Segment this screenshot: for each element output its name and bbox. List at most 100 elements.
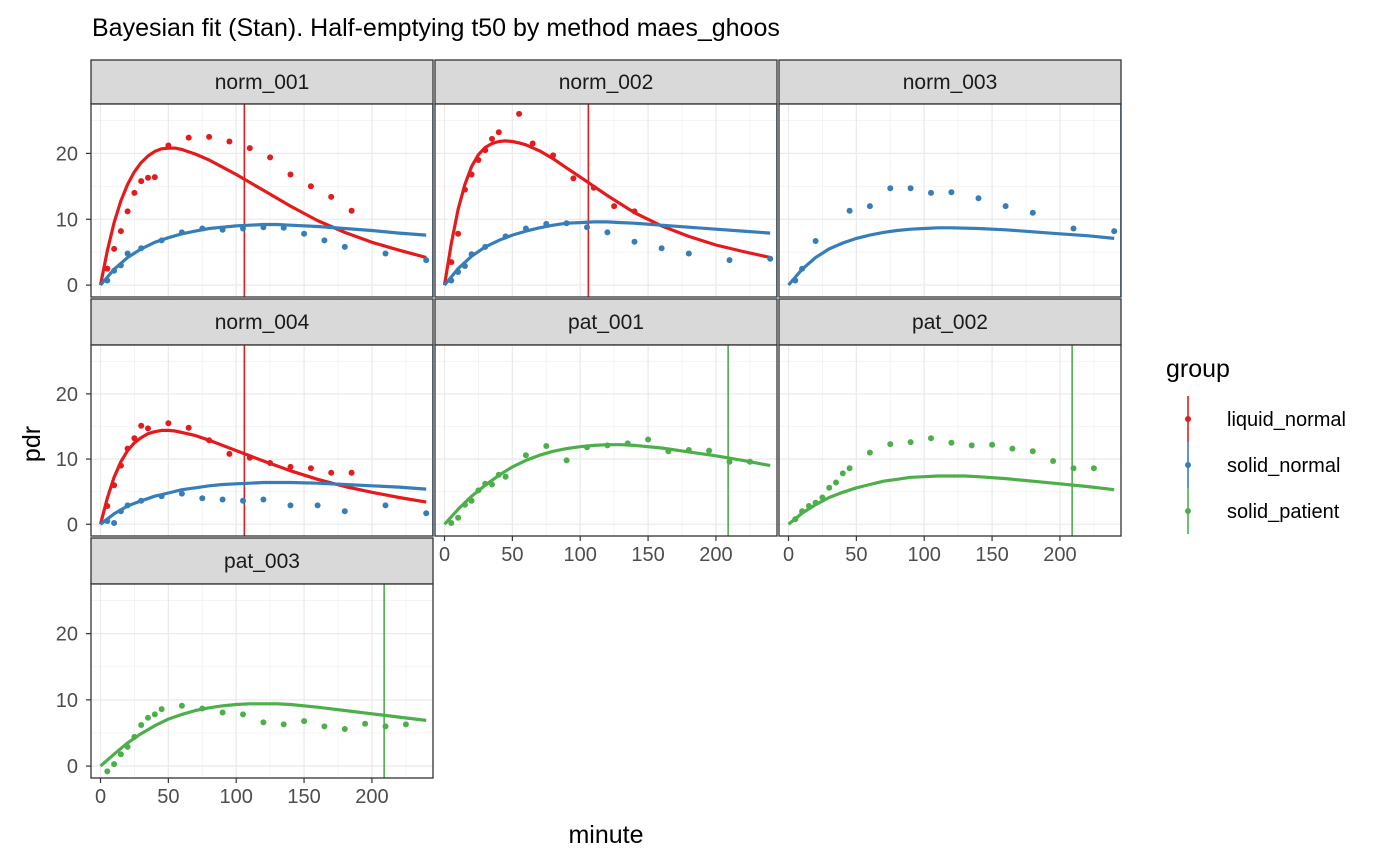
data-point-solid_patient	[219, 709, 226, 716]
data-point-liquid_normal	[590, 184, 597, 191]
data-point-solid_normal	[792, 277, 799, 284]
legend-item-solid_patient: solid_patient	[1185, 488, 1340, 534]
gridlines	[779, 345, 1121, 536]
data-point-liquid_normal	[226, 450, 233, 457]
data-point-solid_patient	[468, 497, 475, 504]
data-point-solid_normal	[1111, 228, 1118, 235]
facet-panel-norm_001: norm_001 0 10 20	[56, 59, 434, 298]
data-point-solid_normal	[138, 497, 145, 504]
data-point-liquid_normal	[489, 135, 495, 142]
x-tick-label: 50	[501, 544, 523, 566]
panel-content	[787, 104, 1121, 297]
data-point-solid_patient	[563, 457, 570, 464]
x-tick-label: 100	[908, 544, 941, 566]
data-point-solid_patient	[448, 520, 455, 526]
data-point-liquid_normal	[455, 230, 462, 237]
data-point-solid_patient	[792, 516, 799, 523]
gridlines	[435, 104, 777, 297]
data-point-solid_normal	[240, 497, 246, 504]
data-point-solid_normal	[382, 502, 389, 509]
data-point-liquid_normal	[226, 138, 233, 145]
data-point-solid_normal	[1002, 203, 1009, 210]
legend-key-point	[1185, 416, 1191, 422]
x-tick-label: 200	[1043, 544, 1076, 566]
facet-strip	[90, 298, 434, 346]
data-point-solid_normal	[658, 245, 665, 252]
data-point-solid_normal	[117, 262, 124, 269]
plot-panel	[91, 104, 433, 297]
data-point-liquid_normal	[165, 420, 172, 427]
data-point-liquid_normal	[328, 193, 335, 200]
data-point-solid_normal	[543, 220, 550, 227]
data-point-solid_patient	[907, 439, 914, 446]
data-point-solid_patient	[301, 718, 308, 725]
data-point-solid_patient	[145, 714, 151, 721]
data-point-solid_patient	[685, 447, 692, 453]
data-point-solid_normal	[563, 220, 570, 227]
data-point-solid_normal	[219, 496, 226, 503]
data-point-solid_patient	[799, 508, 806, 515]
data-point-solid_normal	[199, 225, 206, 232]
data-point-solid_patient	[260, 719, 267, 726]
facet-strip	[434, 59, 778, 105]
y-tick-label: 0	[67, 756, 78, 778]
legend: group liquid_normal solid_normal solid_pat…	[1166, 355, 1346, 534]
data-point-solid_normal	[341, 243, 348, 250]
facet-strip	[778, 59, 1122, 105]
facet-panels: norm_001 0 10 20 norm_002 norm_003 norm_004 0 10…	[56, 59, 1122, 808]
data-point-solid_patient	[124, 743, 131, 750]
fit-curve-solid_normal	[787, 226, 1115, 287]
data-point-solid_patient	[645, 436, 652, 443]
facet-strip-label: norm_002	[559, 71, 654, 94]
data-point-liquid_normal	[206, 133, 213, 140]
data-point-liquid_normal	[131, 189, 138, 196]
data-point-solid_normal	[1070, 225, 1077, 232]
data-point-liquid_normal	[348, 469, 355, 476]
x-tick-label: 100	[564, 544, 597, 566]
legend-key-point	[1185, 462, 1191, 468]
data-point-solid_normal	[341, 508, 348, 515]
data-point-liquid_normal	[165, 142, 172, 149]
gridlines	[91, 104, 433, 297]
data-point-solid_patient	[726, 458, 733, 465]
data-point-solid_patient	[604, 442, 611, 449]
fit-curve-liquid_normal	[98, 146, 427, 286]
data-point-solid_patient	[989, 441, 996, 448]
panel-content	[98, 345, 433, 536]
data-point-solid_patient	[826, 484, 833, 491]
panel-border	[778, 103, 1122, 298]
data-point-solid_normal	[604, 229, 611, 236]
data-point-solid_patient	[819, 494, 826, 501]
data-point-solid_normal	[178, 229, 185, 236]
data-point-solid_normal	[178, 490, 185, 497]
panel-border	[434, 103, 778, 298]
data-point-solid_normal	[314, 502, 321, 509]
data-point-solid_normal	[260, 496, 267, 503]
data-point-liquid_normal	[287, 171, 294, 178]
data-point-solid_normal	[448, 277, 455, 284]
facet-strip	[778, 298, 1122, 346]
data-point-liquid_normal	[206, 437, 213, 444]
data-point-solid_normal	[124, 250, 131, 257]
legend-item-liquid_normal: liquid_normal	[1185, 396, 1346, 442]
data-point-liquid_normal	[138, 422, 145, 429]
data-point-solid_patient	[111, 761, 118, 768]
data-point-solid_patient	[1050, 458, 1057, 464]
gridlines	[91, 584, 433, 778]
data-point-solid_normal	[111, 520, 118, 526]
data-point-solid_patient	[199, 705, 206, 712]
plot-panel	[91, 345, 433, 536]
facet-panel-pat_002: pat_002 0 50 100 150 200	[778, 298, 1122, 566]
facet-panel-norm_003: norm_003	[778, 59, 1122, 298]
plot-panel	[91, 584, 433, 778]
y-tick-label: 0	[67, 275, 78, 297]
data-point-solid_patient	[482, 480, 489, 487]
facet-strip-label: pat_002	[912, 311, 988, 334]
data-point-solid_normal	[948, 189, 955, 196]
data-point-liquid_normal	[151, 174, 158, 181]
panel-border	[90, 103, 434, 298]
data-point-solid_normal	[482, 243, 489, 250]
data-point-liquid_normal	[117, 462, 124, 469]
